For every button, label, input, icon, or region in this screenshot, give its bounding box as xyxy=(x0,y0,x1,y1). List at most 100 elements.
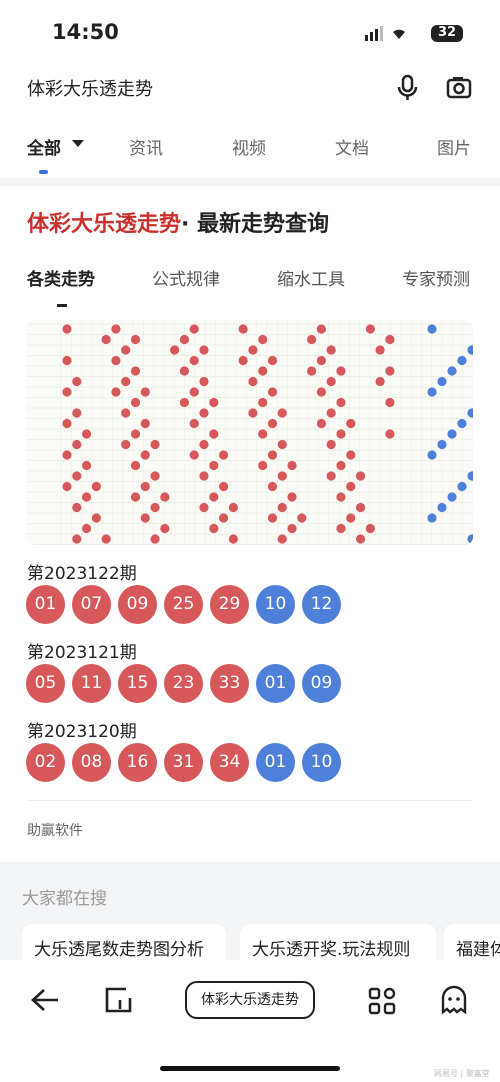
red-ball: 02 xyxy=(26,743,65,782)
tab-caret xyxy=(72,140,84,147)
status-icons xyxy=(365,25,463,42)
chart-texture xyxy=(316,324,327,334)
chart-texture xyxy=(209,523,219,534)
chart-texture xyxy=(199,471,209,481)
chart-texture xyxy=(467,471,473,481)
tab[interactable]: 全部 xyxy=(27,139,61,159)
time: 14:50 xyxy=(52,20,119,44)
chart-texture xyxy=(72,502,82,513)
red-ball: 15 xyxy=(118,664,157,703)
chart-texture xyxy=(457,355,467,366)
search-query[interactable]: 体彩大乐透走势 xyxy=(27,79,153,100)
chart-texture xyxy=(355,502,366,513)
chart-texture xyxy=(316,355,327,366)
chart-texture xyxy=(437,502,447,513)
chart-texture xyxy=(258,460,268,471)
bottom-icons[interactable] xyxy=(0,978,500,1024)
chart-texture xyxy=(307,366,317,376)
chart-texture xyxy=(218,481,229,492)
chart-texture xyxy=(62,418,72,429)
chart-texture xyxy=(267,481,278,492)
chart-texture xyxy=(199,502,209,513)
blue-ball: 01 xyxy=(256,743,295,782)
chart-texture xyxy=(277,471,287,481)
chart-texture xyxy=(326,471,336,481)
chart-texture xyxy=(277,534,287,544)
chart-texture xyxy=(160,523,170,534)
red-ball: 05 xyxy=(26,664,65,703)
chart-texture xyxy=(375,345,385,355)
chart-texture xyxy=(130,397,141,408)
tab[interactable]: 文档 xyxy=(335,139,369,159)
red-ball: 25 xyxy=(164,585,203,624)
chart-texture xyxy=(121,439,131,450)
result-title[interactable]: 体彩大乐透走势· 最新走势查询 xyxy=(27,206,329,238)
red-ball: 34 xyxy=(210,743,249,782)
chart-texture xyxy=(355,534,366,544)
red-ball: 33 xyxy=(210,664,249,703)
tab[interactable]: 视频 xyxy=(232,139,266,159)
red-ball: 08 xyxy=(72,743,111,782)
divider xyxy=(27,800,473,801)
chart-texture xyxy=(121,376,131,387)
subtab[interactable]: 缩水工具 xyxy=(277,270,345,290)
chart-texture xyxy=(258,429,268,439)
chart-texture xyxy=(316,387,327,397)
chart-texture xyxy=(140,450,150,460)
center-button[interactable]: 体彩大乐透走势 xyxy=(185,981,315,1019)
chart-texture xyxy=(326,408,336,418)
subtab[interactable]: 公式规律 xyxy=(152,270,220,290)
chart-texture xyxy=(130,492,141,502)
chart-texture xyxy=(277,502,287,513)
chart-texture xyxy=(375,376,385,387)
subtab[interactable]: 专家预测 xyxy=(402,270,470,290)
trend-chart-image[interactable] xyxy=(27,320,473,545)
chart-texture xyxy=(81,492,92,502)
tab[interactable]: 资讯 xyxy=(129,139,163,159)
chart-texture xyxy=(258,397,268,408)
chart-texture xyxy=(427,450,437,460)
chart-texture xyxy=(130,334,141,345)
chart-texture xyxy=(189,450,199,460)
chart-texture xyxy=(267,450,278,460)
chart-texture xyxy=(437,376,447,387)
chart-texture xyxy=(277,408,287,418)
chart-texture xyxy=(150,439,160,450)
chart-texture xyxy=(277,439,287,450)
chart-texture xyxy=(336,523,346,534)
chart-texture xyxy=(326,376,336,387)
related-title: 大家都在搜 xyxy=(22,889,107,909)
subtab[interactable]: 各类走势 xyxy=(27,270,95,290)
chart-texture xyxy=(189,324,199,334)
chart-texture xyxy=(72,376,82,387)
chart-texture xyxy=(121,408,131,418)
chart-texture xyxy=(189,418,199,429)
chart-texture xyxy=(179,334,190,345)
chart-texture xyxy=(447,429,457,439)
source: 助赢软件 xyxy=(27,823,83,839)
chart-texture xyxy=(81,523,92,534)
tab[interactable]: 图片 xyxy=(437,139,471,159)
chart-texture xyxy=(267,513,278,523)
title-highlight: 体彩大乐透走势 xyxy=(27,212,182,237)
chart-texture xyxy=(336,429,346,439)
chart-texture xyxy=(447,366,457,376)
blue-ball: 10 xyxy=(256,585,295,624)
blue-ball: 10 xyxy=(302,743,341,782)
issue: 第2023120期 xyxy=(27,722,137,742)
chart-texture xyxy=(355,471,366,481)
chart-texture xyxy=(267,418,278,429)
chart-texture xyxy=(140,513,150,523)
chart-texture xyxy=(427,513,437,523)
chart-texture xyxy=(209,429,219,439)
chart-texture xyxy=(160,492,170,502)
chart-texture xyxy=(130,460,141,471)
chart-texture xyxy=(385,397,395,408)
chart-texture xyxy=(199,376,209,387)
chart-texture xyxy=(346,418,356,429)
chart-texture xyxy=(385,366,395,376)
search-actions[interactable] xyxy=(396,74,476,102)
chart-texture xyxy=(189,387,199,397)
chart-texture xyxy=(238,324,248,334)
chart-texture xyxy=(72,534,82,544)
